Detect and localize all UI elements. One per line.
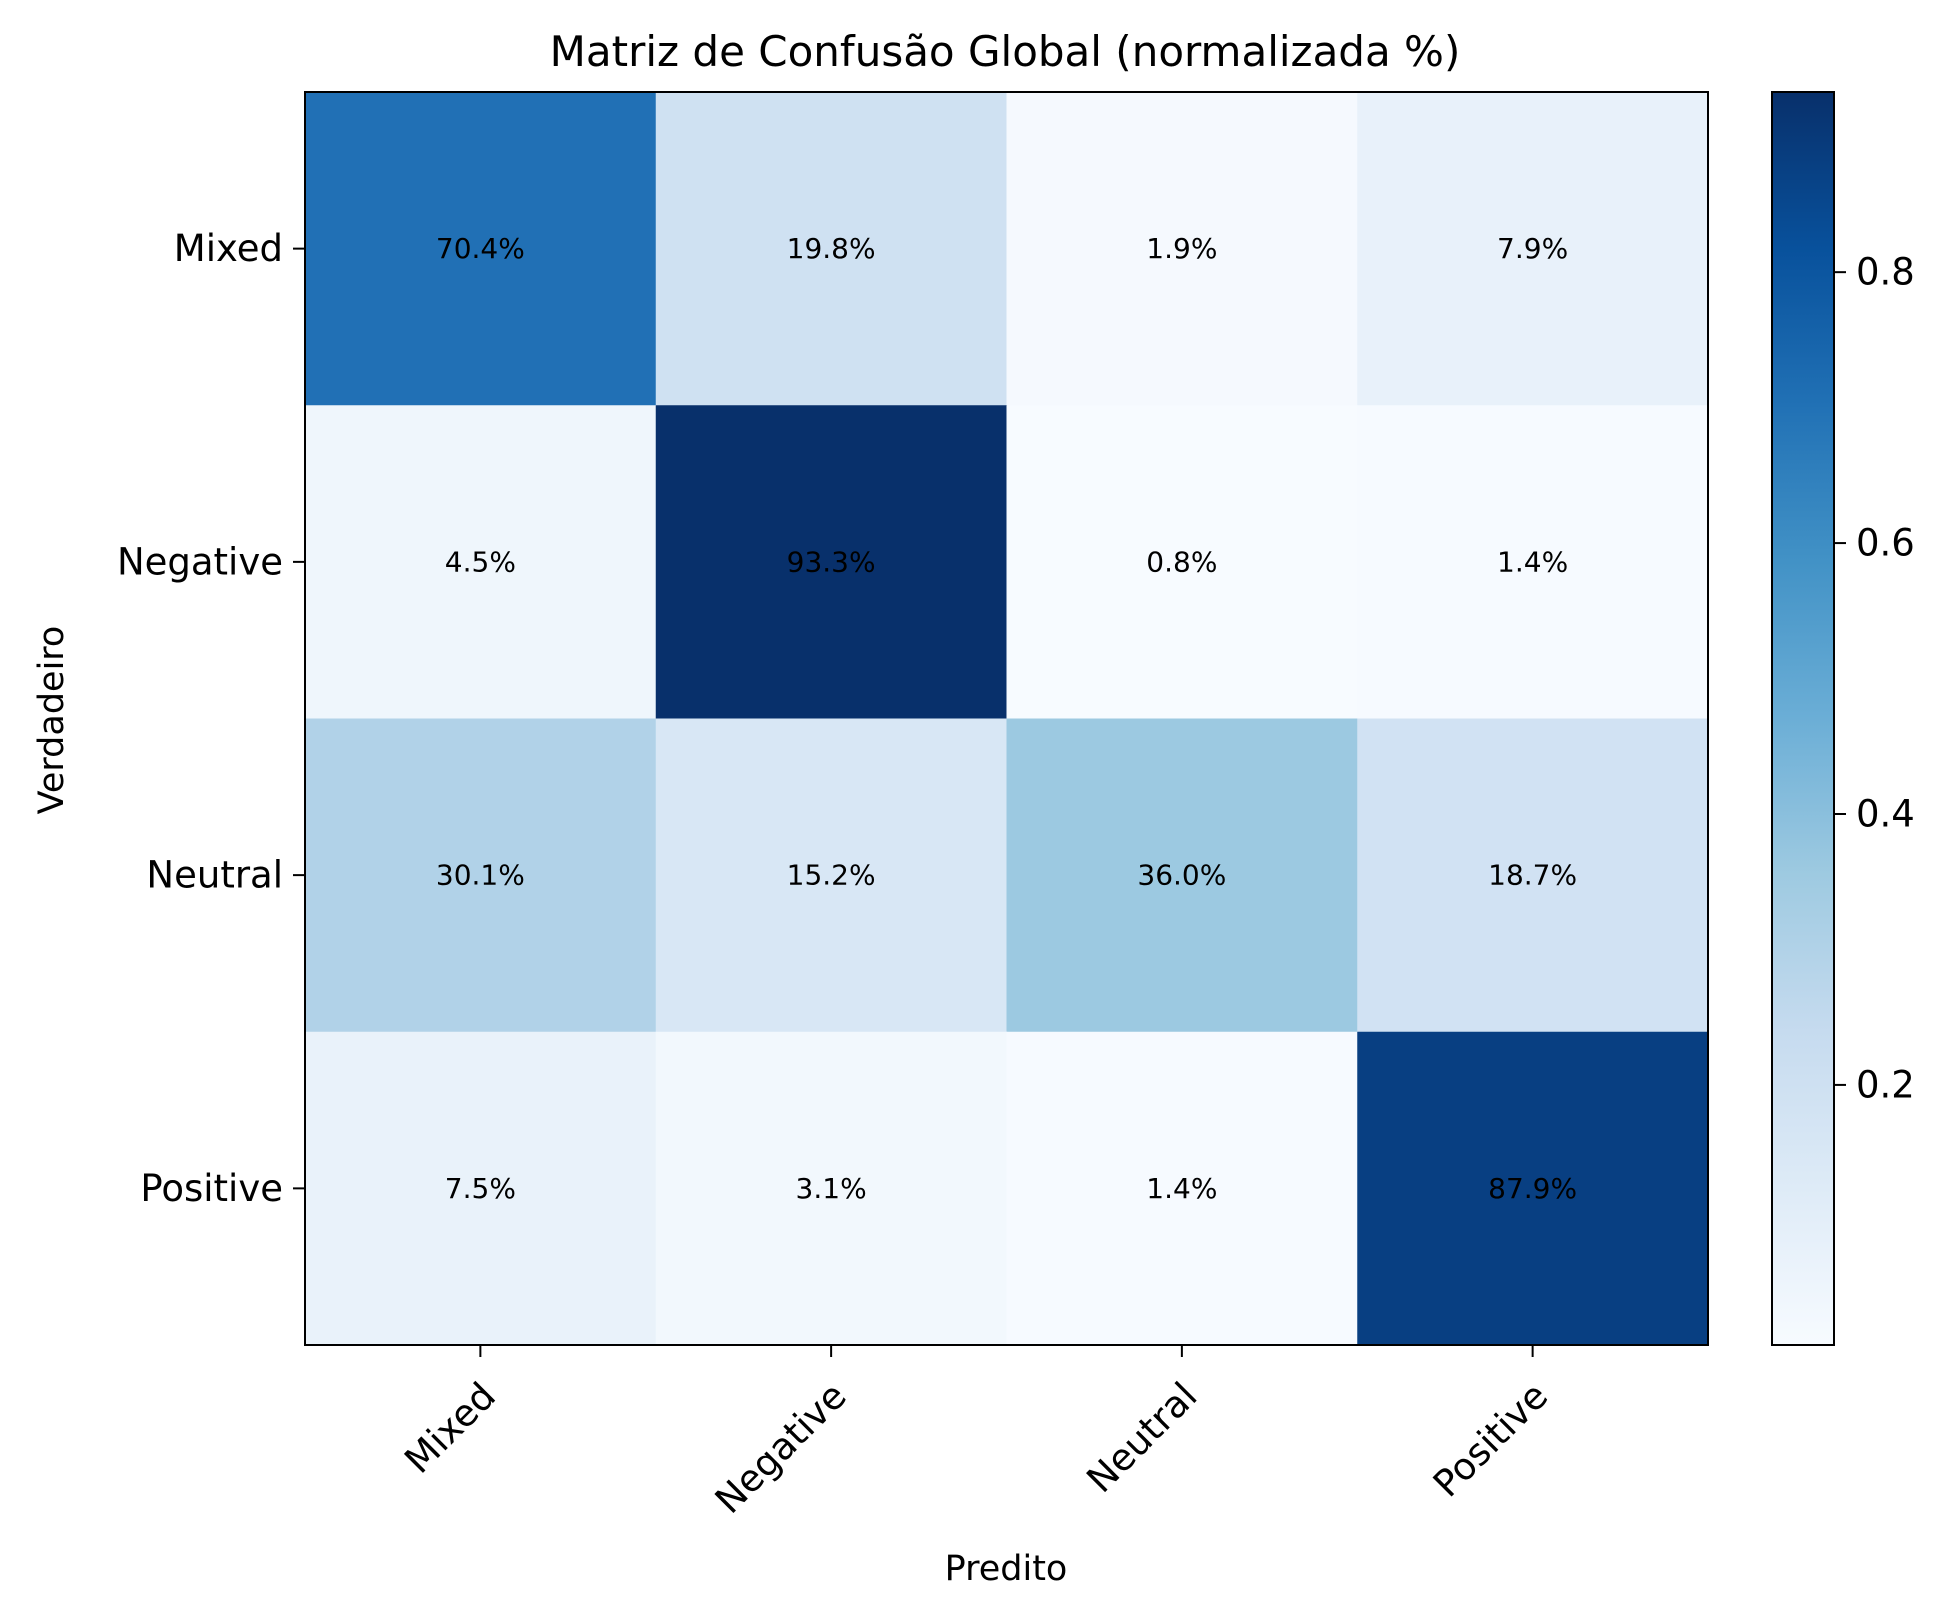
cell-value-label: 0.8%	[1146, 545, 1217, 578]
colorbar-ticks: 0.2 0.4 0.6 0.8	[1834, 251, 1915, 1106]
cell-value-label: 1.9%	[1146, 232, 1217, 265]
heatmap-cell	[1357, 92, 1709, 406]
cell-value-label: 1.4%	[1146, 1172, 1217, 1205]
heatmap-cell	[1357, 405, 1709, 720]
heatmap-cell	[1006, 1031, 1358, 1346]
y-axis-ticks: Mixed Negative Neutral Positive	[117, 227, 305, 1210]
heatmap-cell	[305, 718, 657, 1033]
heatmap-cell	[655, 718, 1008, 1033]
colorbar-tick-label: 0.6	[1856, 522, 1915, 565]
heatmap-cell	[305, 92, 657, 406]
cell-value-label: 4.5%	[445, 545, 516, 578]
cell-value-label: 30.1%	[436, 859, 525, 892]
heatmap-cell	[1006, 92, 1358, 406]
heatmap-cell	[305, 405, 657, 720]
y-axis-label: Verdadeiro	[32, 626, 72, 815]
y-tick-label: Neutral	[146, 854, 283, 897]
cell-value-label: 3.1%	[796, 1172, 867, 1205]
cell-value-label: 36.0%	[1137, 859, 1226, 892]
heatmap-cell	[1006, 718, 1358, 1033]
cell-value-label: 87.9%	[1488, 1172, 1577, 1205]
heatmap-cell-labels: 70.4% 19.8% 1.9% 7.9% 4.5% 93.3% 0.8% 1.4% 30.1%…	[436, 232, 1577, 1205]
y-tick-label: Mixed	[174, 227, 283, 270]
cell-value-label: 7.9%	[1497, 232, 1568, 265]
cell-value-label: 70.4%	[436, 232, 525, 265]
cell-value-label: 18.7%	[1488, 859, 1577, 892]
heatmap-cell	[655, 405, 1008, 720]
cell-value-label: 15.2%	[787, 859, 876, 892]
colorbar-tick-label: 0.8	[1856, 251, 1915, 294]
colorbar-tick-label: 0.4	[1856, 792, 1915, 835]
plot-frame	[304, 91, 1709, 1346]
y-tick-label: Negative	[117, 540, 283, 583]
heatmap-cells	[305, 92, 1709, 1346]
heatmap-cell	[1006, 405, 1358, 720]
heatmap-cell	[305, 1031, 657, 1346]
colorbar-tick-label: 0.2	[1856, 1063, 1915, 1106]
colorbar	[1771, 91, 1835, 1346]
y-tick-label: Positive	[140, 1167, 283, 1210]
cell-value-label: 93.3%	[787, 545, 876, 578]
cell-value-label: 1.4%	[1497, 545, 1568, 578]
cell-value-label: 19.8%	[787, 232, 876, 265]
x-axis-label: Predito	[945, 1549, 1068, 1589]
heatmap-cell	[1357, 718, 1709, 1033]
chart-title: Matriz de Confusão Global (normalizada %…	[550, 27, 1461, 76]
heatmap-cell	[1357, 1031, 1709, 1346]
heatmap-cell	[655, 92, 1008, 406]
cell-value-label: 7.5%	[445, 1172, 516, 1205]
heatmap-cell	[655, 1031, 1008, 1346]
